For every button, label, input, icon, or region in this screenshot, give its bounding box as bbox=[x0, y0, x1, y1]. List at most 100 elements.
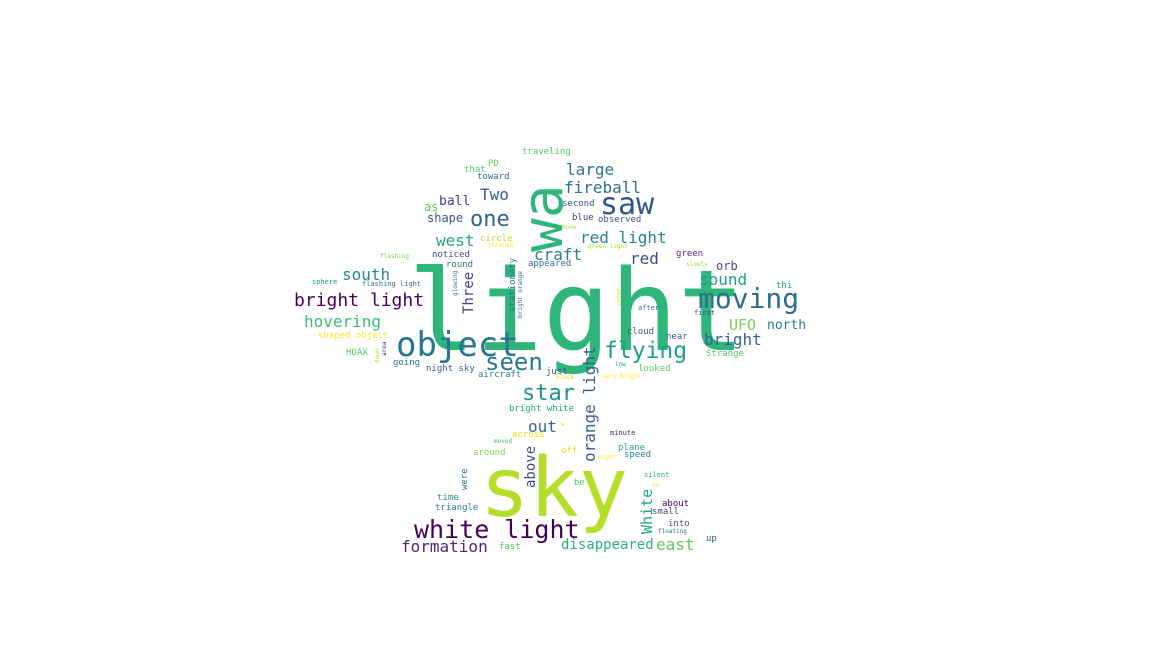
word-glowing: glowing bbox=[452, 270, 459, 296]
word-area: area bbox=[381, 341, 388, 356]
word-through: through bbox=[488, 242, 514, 249]
word-one: one bbox=[470, 207, 510, 232]
word-blue: blue bbox=[572, 213, 594, 223]
word-sky: sky bbox=[480, 441, 628, 536]
word-slowly: slowly bbox=[686, 261, 708, 268]
word-formation: formation bbox=[401, 537, 488, 556]
word-green-light: green light bbox=[588, 243, 628, 250]
word-large: large bbox=[566, 160, 614, 179]
word-bright-light: bright light bbox=[294, 290, 424, 311]
word-hoax: HOAX bbox=[346, 348, 368, 358]
word-second: second bbox=[562, 199, 595, 209]
word-small: small bbox=[652, 507, 679, 517]
word-light: light bbox=[408, 247, 745, 377]
word-time: time bbox=[437, 493, 459, 503]
word-thi: thi bbox=[776, 281, 792, 291]
word-star: star bbox=[522, 381, 575, 406]
word-stationary: stationary bbox=[508, 257, 518, 312]
word-south: south bbox=[342, 265, 390, 284]
word-sm: sm bbox=[652, 482, 660, 489]
word-very-bright: very bright bbox=[602, 373, 642, 380]
word-color: color bbox=[616, 288, 623, 306]
word-were: were bbox=[460, 468, 470, 490]
word-aircraft: aircraft bbox=[478, 370, 521, 380]
word-w: w bbox=[561, 421, 565, 428]
word-be: be bbox=[574, 478, 585, 488]
word-toward: toward bbox=[477, 172, 510, 182]
word-round: round bbox=[446, 260, 473, 270]
word-plane: plane bbox=[618, 443, 645, 453]
word-fireball: fireball bbox=[564, 178, 641, 197]
word-orange-light: orange light bbox=[580, 346, 599, 462]
word-going: going bbox=[393, 358, 420, 368]
word-west: west bbox=[436, 231, 475, 250]
word-across: across bbox=[512, 430, 545, 440]
word-night: night bbox=[598, 454, 616, 461]
word-circle: circle bbox=[480, 234, 513, 244]
word-noticed: noticed bbox=[432, 250, 470, 260]
word-red: red bbox=[630, 249, 659, 268]
word-floating: floating bbox=[658, 528, 687, 535]
word-flying: flying bbox=[604, 338, 687, 364]
word-object: object bbox=[396, 325, 519, 365]
word-flashing: flashing bbox=[380, 253, 409, 260]
word-east: east bbox=[656, 535, 695, 554]
word-red-light: red light bbox=[580, 228, 667, 247]
word-shape: shape bbox=[427, 211, 463, 225]
word-seen: seen bbox=[485, 348, 543, 376]
word-cloud: cloud bbox=[627, 327, 654, 337]
word-sphere: sphere bbox=[312, 278, 337, 286]
word-pd: PD bbox=[488, 159, 499, 169]
word-appeared: appeared bbox=[528, 259, 571, 269]
word-ball: ball bbox=[439, 194, 470, 209]
word-triangle: triangle bbox=[435, 503, 478, 513]
word-observed: observed bbox=[598, 215, 641, 225]
word-moving: moving bbox=[698, 282, 799, 315]
word-off: off bbox=[561, 446, 577, 456]
word-wa: wa bbox=[511, 185, 576, 252]
word-near: near bbox=[666, 332, 688, 342]
word-hovering: hovering bbox=[304, 312, 381, 331]
word-first: first bbox=[694, 309, 715, 317]
word-north: north bbox=[767, 318, 806, 333]
word-white-light: white light bbox=[414, 515, 580, 544]
word-looked: looked bbox=[638, 364, 671, 374]
word-strange: Strange bbox=[706, 349, 744, 359]
word-move: move bbox=[562, 224, 577, 231]
word-black: black bbox=[556, 374, 574, 381]
word-above: above bbox=[523, 446, 539, 488]
word-silent: silent bbox=[644, 471, 669, 479]
word-shaped-object: shaped object bbox=[318, 331, 388, 341]
word-that: that bbox=[464, 165, 486, 175]
word-as: as bbox=[424, 200, 438, 214]
word-craft: craft bbox=[534, 245, 582, 264]
word-three: Three bbox=[461, 272, 477, 314]
word-about: about bbox=[662, 499, 689, 509]
word-sound: sound bbox=[699, 270, 747, 289]
word-out: out bbox=[528, 417, 557, 436]
word-low: low bbox=[615, 361, 626, 368]
word-just: just bbox=[546, 367, 568, 377]
word-bright: bright bbox=[704, 330, 762, 349]
word-night-sky: night sky bbox=[426, 364, 475, 374]
word-white: White bbox=[638, 489, 656, 534]
word-green: green bbox=[676, 249, 703, 259]
word-traveling: traveling bbox=[522, 147, 571, 157]
word-saw: saw bbox=[600, 187, 655, 222]
word-around: around bbox=[473, 448, 506, 458]
word-moved: moved bbox=[494, 438, 512, 445]
word-into: into bbox=[668, 519, 690, 529]
word-fast: fast bbox=[499, 542, 521, 552]
word-ufo: UFO bbox=[729, 316, 756, 334]
word-minute: minute bbox=[610, 429, 635, 437]
word-down: down bbox=[374, 348, 381, 363]
word-disappeared: disappeared bbox=[561, 537, 654, 553]
word-speed: speed bbox=[624, 450, 651, 460]
word-flashing-light: flashing light bbox=[362, 280, 421, 288]
word-bright-white: bright white bbox=[509, 404, 574, 414]
word-bright-orange: bright orange bbox=[517, 271, 524, 318]
word-up: up bbox=[706, 534, 717, 544]
word-orb: orb bbox=[716, 259, 738, 273]
word-two: Two bbox=[480, 185, 509, 204]
